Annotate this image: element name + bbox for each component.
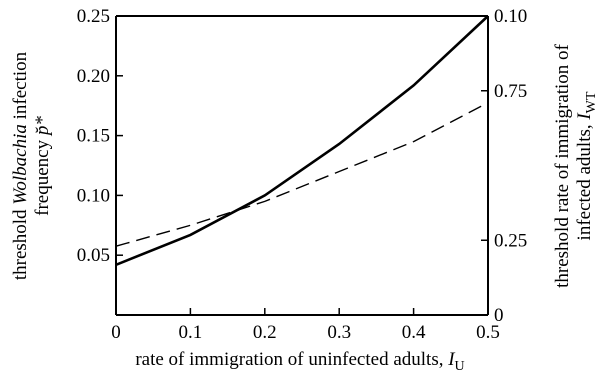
y-right-tick-label: 0 bbox=[494, 305, 504, 326]
y-left-label-line1: threshold Wolbachia infection bbox=[10, 51, 31, 280]
x-tick-label: 0.3 bbox=[327, 322, 351, 343]
y-left-tick-label: 0.15 bbox=[77, 126, 110, 147]
y-right-tick-label: 0.25 bbox=[494, 230, 527, 251]
x-axis-label-sub: U bbox=[455, 359, 465, 374]
y-right-label2-sub: WT bbox=[584, 91, 599, 113]
y-left-tick-label: 0.20 bbox=[77, 66, 110, 87]
y-left-tick-label: 0.10 bbox=[77, 185, 110, 206]
x-axis-label-main: rate of immigration of uninfected adults… bbox=[135, 349, 448, 370]
y-left-ticks: 0.05 0.10 0.15 0.20 0.25 bbox=[77, 6, 123, 266]
series-group bbox=[115, 15, 489, 267]
y-right-label-line2: infected adults, IWT bbox=[574, 91, 599, 240]
x-tick-label: 0.1 bbox=[179, 322, 203, 343]
x-tick-label: 0 bbox=[111, 322, 121, 343]
y-right-tick-label: 0.75 bbox=[494, 81, 527, 102]
x-tick-label: 0.2 bbox=[253, 322, 277, 343]
y-left-label-italic: Wolbachia bbox=[10, 124, 31, 205]
x-axis-label: rate of immigration of uninfected adults… bbox=[135, 349, 464, 374]
y-left-tick-label: 0.05 bbox=[77, 245, 110, 266]
x-axis-label-symbol: I bbox=[447, 349, 456, 370]
y-left-label2-symbol: p̆* bbox=[32, 116, 53, 138]
y-right-tick-label: 0.10 bbox=[494, 6, 527, 27]
y-left-label-pre: threshold bbox=[10, 205, 31, 280]
x-tick-label: 0.4 bbox=[402, 322, 426, 343]
y-right-label2-symbol: I bbox=[574, 112, 595, 121]
y-left-label-post: infection bbox=[10, 51, 31, 124]
y-right-label-line1: threshold rate of immigration of bbox=[552, 43, 573, 287]
x-ticks: 0 0.1 0.2 0.3 0.4 0.5 bbox=[111, 308, 500, 343]
solid-series-line bbox=[115, 15, 489, 267]
x-tick-label: 0.5 bbox=[476, 322, 500, 343]
y-right-label2-pre: infected adults, bbox=[574, 120, 595, 241]
y-left-label-line2: frequency p̆* bbox=[32, 116, 53, 216]
y-left-tick-label: 0.25 bbox=[77, 6, 110, 27]
dashed-series-line bbox=[115, 102, 489, 247]
y-right-ticks: 0 0.25 0.75 0.10 bbox=[481, 6, 527, 326]
y-left-label2-pre: frequency bbox=[32, 135, 53, 216]
